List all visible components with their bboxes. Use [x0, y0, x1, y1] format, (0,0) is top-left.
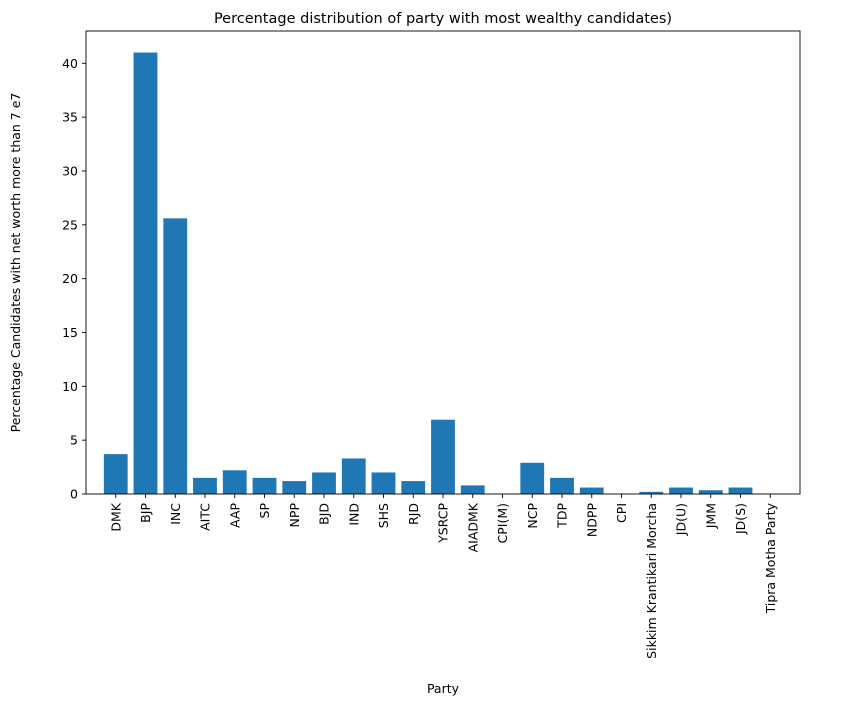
- y-tick-label: 35: [62, 110, 78, 125]
- bar-ysrcp: [431, 419, 455, 494]
- bar-ndpp: [579, 487, 604, 494]
- bar-bjp: [133, 52, 158, 495]
- x-tick-label: YSRCP: [436, 503, 451, 544]
- y-tick-label: 40: [62, 56, 78, 71]
- x-tick-label: NCP: [525, 503, 540, 529]
- x-axis-label: Party: [427, 681, 460, 696]
- bar-ind: [341, 458, 366, 494]
- x-tick-label: SP: [257, 503, 272, 519]
- x-axis: DMK BJP INC AITC AAP SP NPP BJD IND SHS RJD YSRCP AI…: [108, 494, 778, 659]
- bar-rjd: [401, 481, 426, 494]
- y-axis: 0 5 10 15 20 25 30 35 40: [62, 56, 86, 502]
- x-tick-label: INC: [168, 503, 183, 525]
- x-tick-label: JD(U): [674, 503, 689, 536]
- bar-aap: [222, 470, 247, 494]
- x-tick-label: AAP: [227, 503, 242, 528]
- bars-group: [103, 52, 753, 495]
- x-tick-label: DMK: [108, 502, 123, 531]
- bar-tdp: [550, 477, 574, 494]
- x-tick-label: AIADMK: [465, 502, 480, 552]
- y-tick-label: 5: [70, 433, 78, 448]
- bar-sp: [252, 477, 277, 494]
- x-tick-label: BJD: [317, 503, 332, 525]
- x-tick-label: BJP: [138, 503, 153, 523]
- x-tick-label: IND: [346, 503, 361, 526]
- x-tick-label: CPI: [614, 503, 629, 523]
- bar-jmm: [698, 490, 723, 494]
- bar-ncp: [520, 462, 545, 494]
- x-tick-label: SHS: [376, 503, 391, 528]
- chart-title: Percentage distribution of party with mo…: [214, 11, 672, 27]
- x-tick-label: CPI(M): [495, 503, 510, 544]
- bar-dmk: [103, 454, 128, 494]
- y-tick-label: 25: [62, 217, 78, 232]
- bar-bjd: [312, 472, 336, 494]
- x-tick-label: JD(S): [733, 503, 748, 535]
- bar-aiadmk: [460, 485, 485, 494]
- bar-shs: [371, 472, 396, 494]
- y-tick-label: 0: [70, 487, 78, 502]
- x-tick-label: TDP: [555, 503, 570, 529]
- bar-inc: [163, 218, 188, 494]
- x-tick-label: Tipra Motha Party: [763, 502, 778, 614]
- y-tick-label: 20: [62, 271, 78, 286]
- x-tick-label: Sikkim Krantikari Morcha: [644, 503, 659, 659]
- x-tick-label: RJD: [406, 503, 421, 525]
- y-tick-label: 30: [62, 163, 78, 178]
- bar-aitc: [193, 477, 217, 494]
- x-tick-label: JMM: [703, 503, 718, 529]
- bar-jd-s-: [728, 487, 753, 494]
- bar-npp: [282, 481, 307, 494]
- y-axis-label: Percentage Candidates with net worth mor…: [8, 93, 23, 433]
- x-tick-label: NDPP: [584, 503, 599, 538]
- bar-sikkim-krantikari-morcha: [639, 491, 664, 494]
- x-tick-label: NPP: [287, 503, 302, 528]
- y-tick-label: 15: [62, 325, 78, 340]
- y-tick-label: 10: [62, 379, 78, 394]
- bar-jd-u-: [669, 487, 693, 494]
- x-tick-label: AITC: [198, 503, 213, 531]
